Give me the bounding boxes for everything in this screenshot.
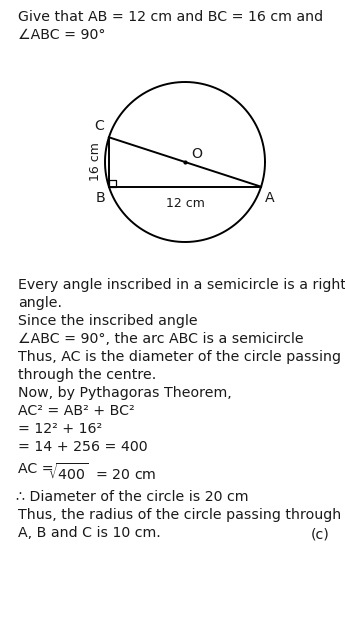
Text: through the centre.: through the centre. [18,368,156,382]
Text: Since the inscribed angle: Since the inscribed angle [18,314,198,328]
Text: A: A [265,191,275,205]
Text: ∠ABC = 90°, the arc ABC is a semicircle: ∠ABC = 90°, the arc ABC is a semicircle [18,332,304,346]
Text: AC =: AC = [18,462,58,476]
Text: A, B and C is 10 cm.: A, B and C is 10 cm. [18,526,161,540]
Text: (c): (c) [311,527,330,541]
Text: ∠ABC = 90°: ∠ABC = 90° [18,28,106,42]
Text: B: B [95,191,105,205]
Text: Now, by Pythagoras Theorem,: Now, by Pythagoras Theorem, [18,386,232,400]
Text: ∴ Diameter of the circle is 20 cm: ∴ Diameter of the circle is 20 cm [16,490,248,504]
Text: Give that AB = 12 cm and BC = 16 cm and: Give that AB = 12 cm and BC = 16 cm and [18,10,323,24]
Text: C: C [94,119,104,133]
Text: $\sqrt{400}$  = 20 cm: $\sqrt{400}$ = 20 cm [48,462,157,483]
Text: AC² = AB² + BC²: AC² = AB² + BC² [18,404,135,418]
Text: 16 cm: 16 cm [89,143,102,181]
Text: = 14 + 256 = 400: = 14 + 256 = 400 [18,440,148,454]
Text: Thus, AC is the diameter of the circle passing: Thus, AC is the diameter of the circle p… [18,350,341,364]
Text: 12 cm: 12 cm [166,197,205,210]
Text: angle.: angle. [18,296,62,310]
Text: Every angle inscribed in a semicircle is a right: Every angle inscribed in a semicircle is… [18,278,345,292]
Text: Thus, the radius of the circle passing through: Thus, the radius of the circle passing t… [18,508,341,522]
Text: = 12² + 16²: = 12² + 16² [18,422,102,436]
Text: O: O [191,147,202,161]
